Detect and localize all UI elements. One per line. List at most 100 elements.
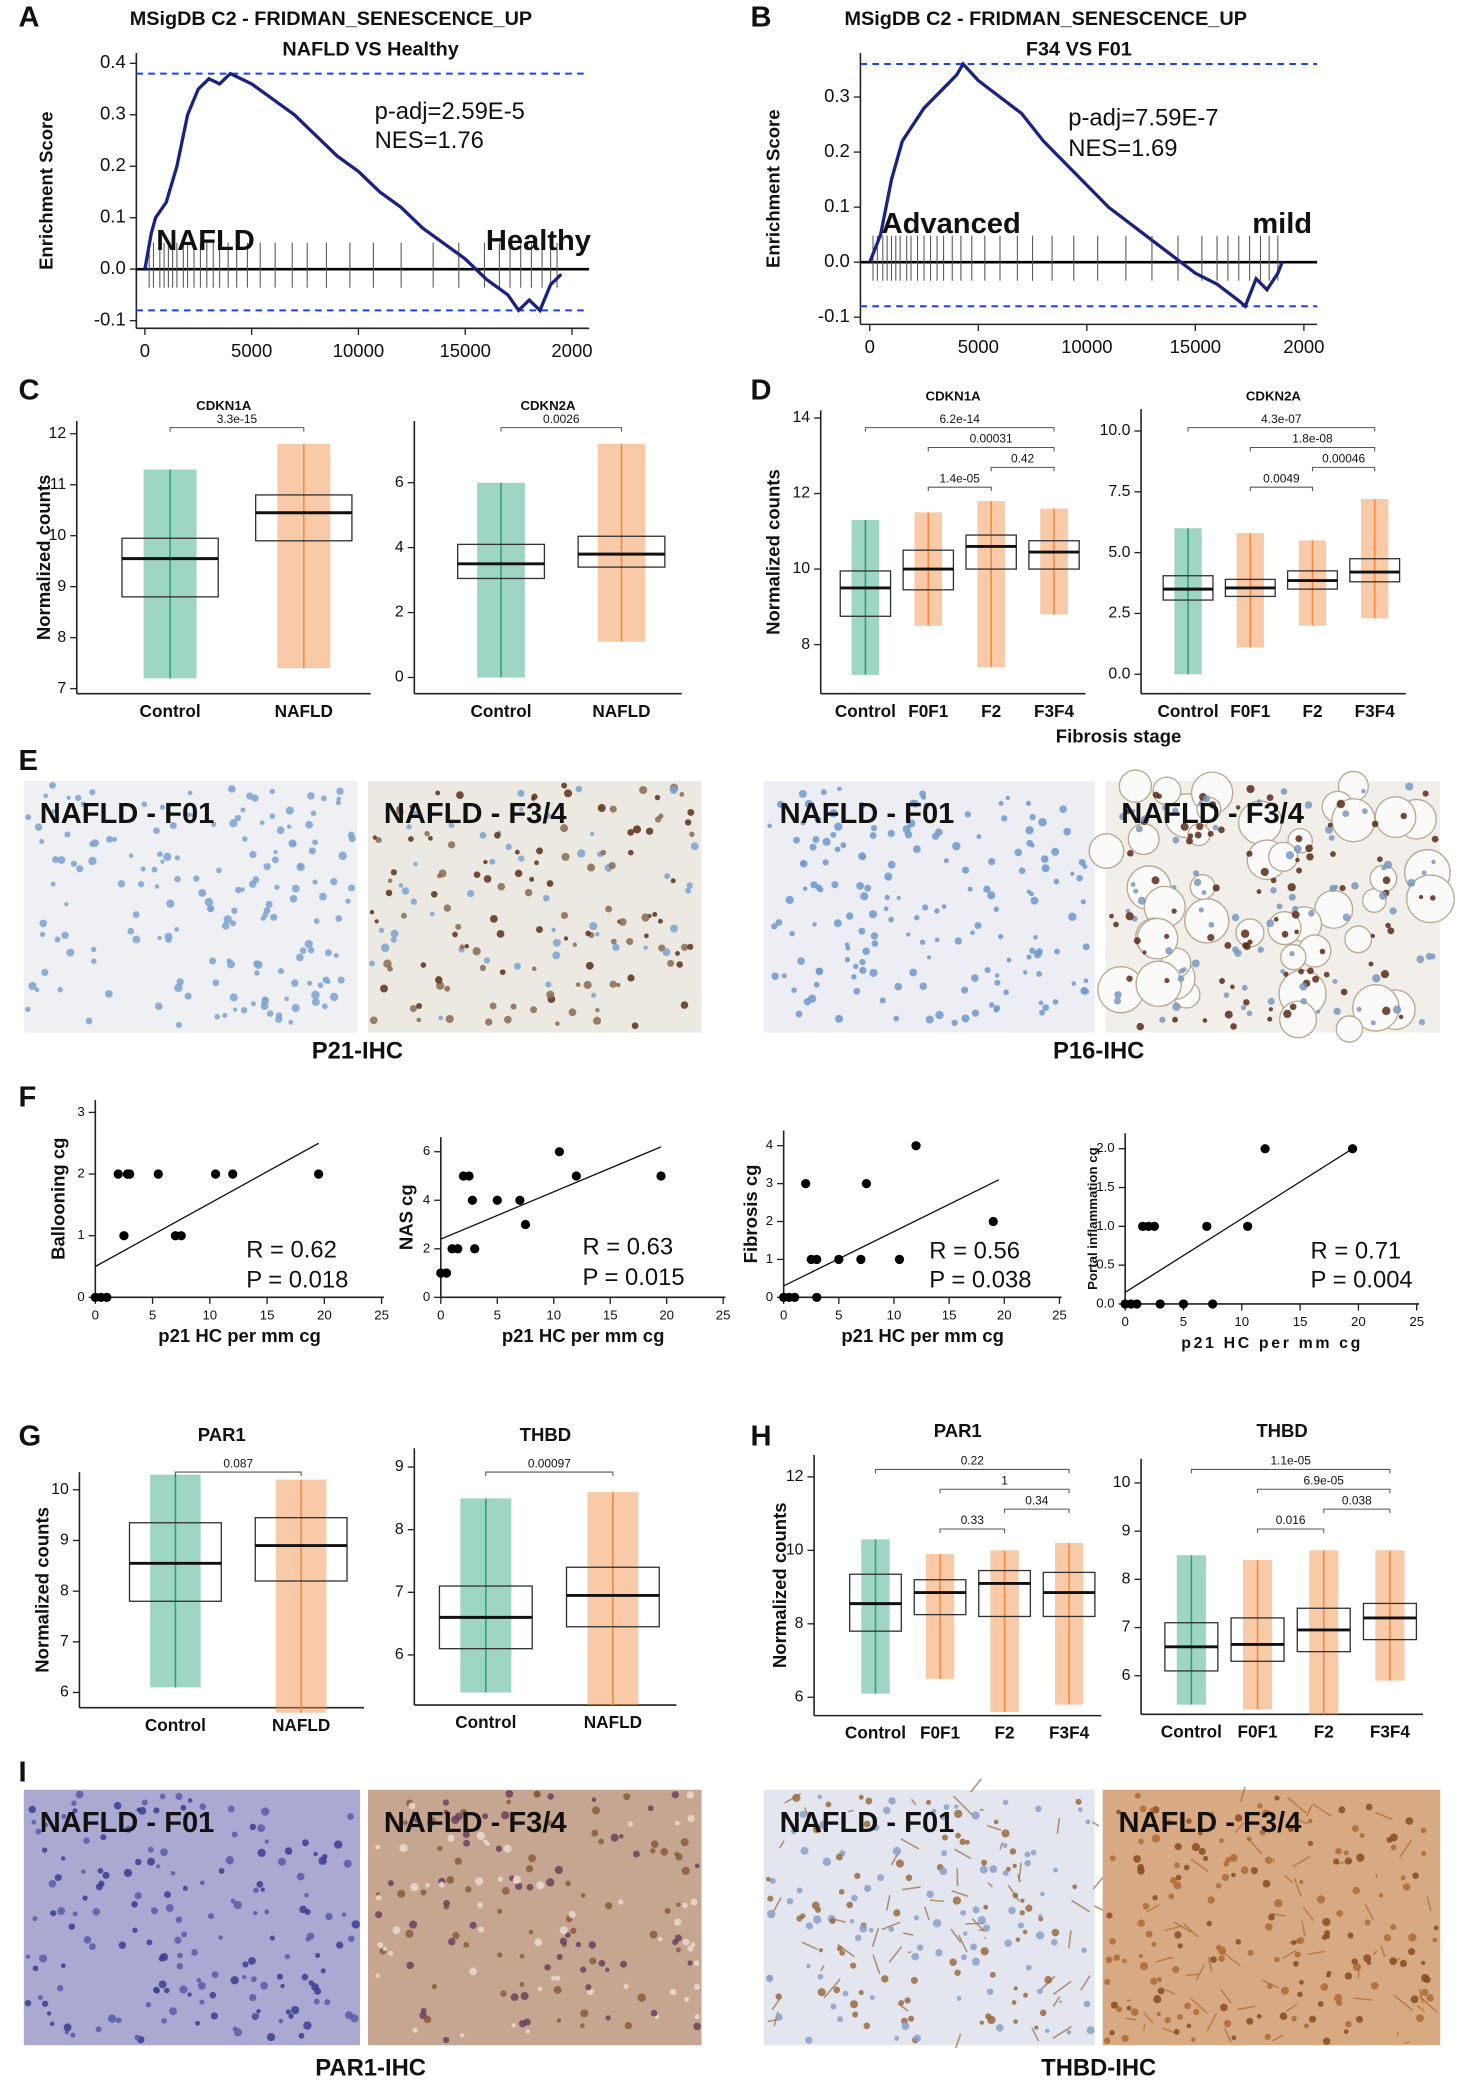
sinusoid [929, 1899, 944, 1903]
nucleus [1325, 825, 1333, 834]
nucleus [984, 967, 991, 974]
nucleus [252, 2012, 260, 2020]
nucleus [954, 1969, 961, 1977]
nucleus [406, 824, 412, 830]
y-tick-label: 12 [49, 425, 67, 442]
sinusoid [986, 1824, 1002, 1831]
significance-bracket [174, 1471, 302, 1477]
nucleus [1418, 894, 1424, 900]
nucleus [674, 1934, 682, 1942]
nucleus [580, 2023, 585, 2029]
nucleus [197, 1981, 206, 1990]
nucleus [868, 1927, 874, 1933]
nucleus [804, 799, 814, 809]
nucleus [859, 958, 866, 966]
x-tick-label: Control [455, 1712, 516, 1732]
nucleus [1246, 2017, 1254, 2025]
nucleus [174, 875, 181, 883]
nucleus [694, 1863, 700, 1869]
nucleus [814, 816, 822, 824]
nucleus [159, 1793, 166, 1800]
nucleus [89, 789, 96, 796]
nucleus [1008, 1906, 1016, 1915]
nucleus [609, 805, 617, 813]
nucleus [1276, 903, 1283, 910]
nucleus [595, 931, 600, 937]
nucleus [894, 982, 903, 991]
nucleus [514, 849, 520, 855]
nucleus [993, 1007, 999, 1013]
nucleus [1280, 1986, 1289, 1995]
sinusoid [1283, 1874, 1294, 1884]
nucleus [1178, 968, 1185, 974]
nucleus [952, 1896, 962, 1905]
nucleus [1119, 813, 1127, 821]
nucleus [1422, 790, 1429, 797]
nucleus [175, 1792, 183, 1801]
nucleus [483, 957, 490, 964]
nucleus [1139, 1805, 1147, 1813]
nucleus [430, 890, 438, 898]
nucleus [554, 1865, 563, 1875]
nucleus [1299, 1980, 1304, 1985]
nucleus [1316, 1009, 1321, 1014]
micrograph [368, 781, 702, 1033]
nucleus [100, 1834, 107, 1841]
nucleus [667, 959, 675, 967]
nucleus [1291, 1940, 1297, 1946]
nucleus [921, 794, 927, 800]
nucleus [654, 816, 662, 823]
nucleus [616, 982, 621, 988]
nucleus [1023, 970, 1028, 975]
nucleus [1420, 1827, 1427, 1834]
nucleus [1229, 1853, 1238, 1862]
nucleus [600, 849, 607, 856]
sinusoid [872, 1954, 881, 1974]
nucleus [1264, 1856, 1273, 1864]
nucleus [842, 1990, 849, 1997]
nucleus [264, 1909, 270, 1915]
chart-title: MSigDB C2 - FRIDMAN_SENESCENCE_UP [845, 8, 1247, 30]
nucleus [345, 898, 351, 904]
nucleus [338, 851, 347, 861]
nucleus [1399, 1959, 1407, 1968]
nucleus [834, 846, 841, 853]
nucleus [796, 1887, 803, 1894]
nucleus [1390, 1924, 1397, 1931]
nucleus [977, 1916, 987, 1925]
nucleus [800, 820, 806, 826]
nucleus [510, 1003, 517, 1010]
nucleus [577, 849, 586, 858]
nucleus [231, 1831, 238, 1838]
nucleus [240, 1006, 248, 1014]
nucleus [554, 1975, 561, 1981]
nucleus [1083, 978, 1089, 984]
nucleus [467, 889, 475, 898]
nucleus [1014, 848, 1023, 857]
trendline [783, 1179, 1000, 1287]
nucleus [550, 1975, 556, 1981]
nucleus [923, 802, 930, 809]
nucleus [242, 836, 248, 842]
nucleus [1012, 1863, 1017, 1869]
nucleus [819, 1820, 828, 1829]
p-value: 6.2e-14 [940, 412, 981, 426]
nucleus [1291, 910, 1300, 919]
nucleus [675, 1853, 683, 1861]
y-tick-label: 7 [1122, 1619, 1131, 1636]
nucleus [436, 981, 445, 990]
point [861, 1178, 872, 1189]
nucleus [260, 1002, 269, 1011]
nucleus [57, 1907, 66, 1916]
nucleus [1186, 1818, 1192, 1824]
nucleus [459, 2032, 465, 2038]
nucleus [805, 2036, 813, 2044]
nucleus [89, 1943, 96, 1950]
nucleus [132, 935, 141, 944]
nucleus [313, 918, 320, 925]
nucleus [820, 789, 827, 796]
nucleus [1274, 1956, 1280, 1963]
nucleus [398, 883, 404, 888]
sinusoid [1393, 1994, 1414, 2012]
nucleus [524, 888, 533, 897]
